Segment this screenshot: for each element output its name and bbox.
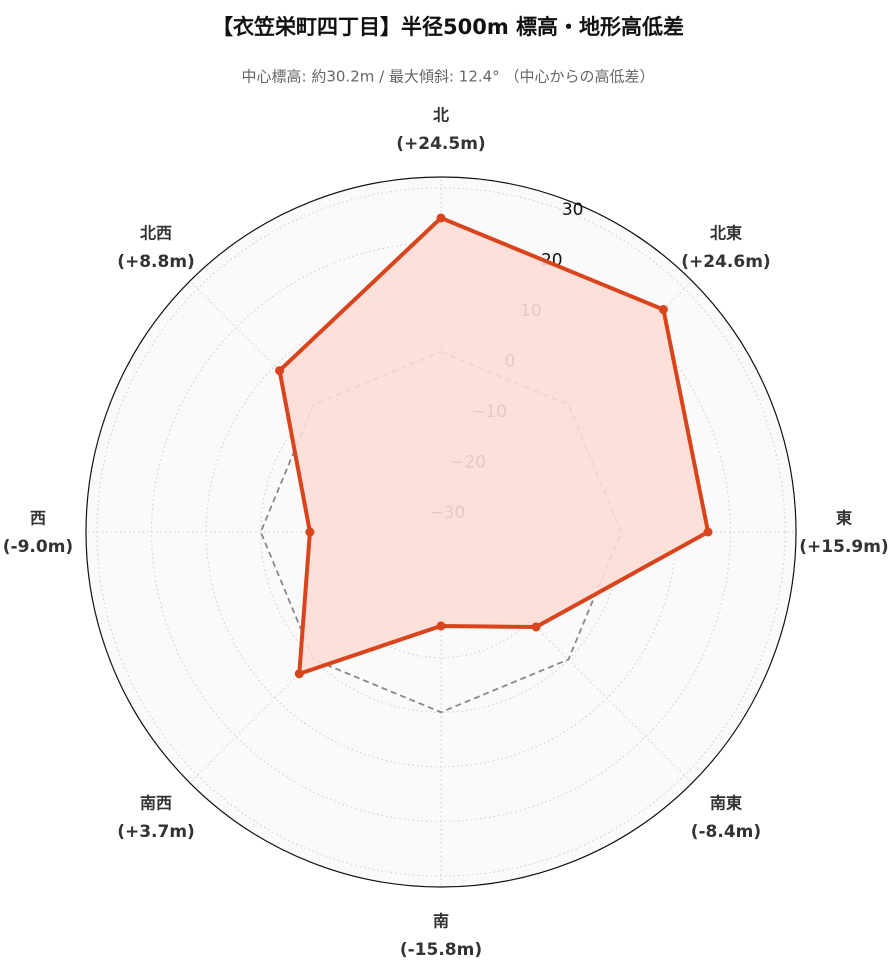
r-tick-label: 30	[562, 200, 584, 220]
data-point	[531, 622, 541, 632]
category-label: 北東	[710, 224, 742, 243]
category-value-label: (+24.6m)	[681, 252, 770, 272]
chart-subtitle: 中心標高: 約30.2m / 最大傾斜: 12.4° （中心からの高低差）	[242, 68, 655, 86]
data-point	[294, 669, 304, 679]
category-value-label: (-15.8m)	[400, 940, 482, 960]
data-point	[275, 366, 285, 376]
category-value-label: (+24.5m)	[396, 134, 485, 154]
category-value-label: (-8.4m)	[691, 822, 761, 842]
category-label: 東	[836, 509, 852, 528]
category-value-label: (+8.8m)	[117, 252, 195, 272]
polar-frame	[85, 176, 797, 888]
grid-circle	[96, 187, 786, 877]
category-label: 南	[433, 912, 449, 931]
category-value-label: (-9.0m)	[3, 537, 73, 557]
category-value-label: (+3.7m)	[117, 822, 195, 842]
category-label: 北西	[140, 224, 172, 243]
data-point	[305, 527, 315, 537]
category-label: 西	[30, 509, 46, 528]
data-point	[658, 305, 668, 315]
data-point	[436, 213, 446, 223]
data-point	[703, 527, 713, 537]
category-label: 南東	[710, 793, 742, 812]
category-value-label: (+15.9m)	[799, 537, 888, 557]
category-label: 北	[433, 106, 449, 125]
chart-title: 【衣笠栄町四丁目】半径500m 標高・地形高低差	[212, 15, 684, 39]
category-label: 南西	[140, 793, 172, 812]
data-point	[436, 621, 446, 631]
